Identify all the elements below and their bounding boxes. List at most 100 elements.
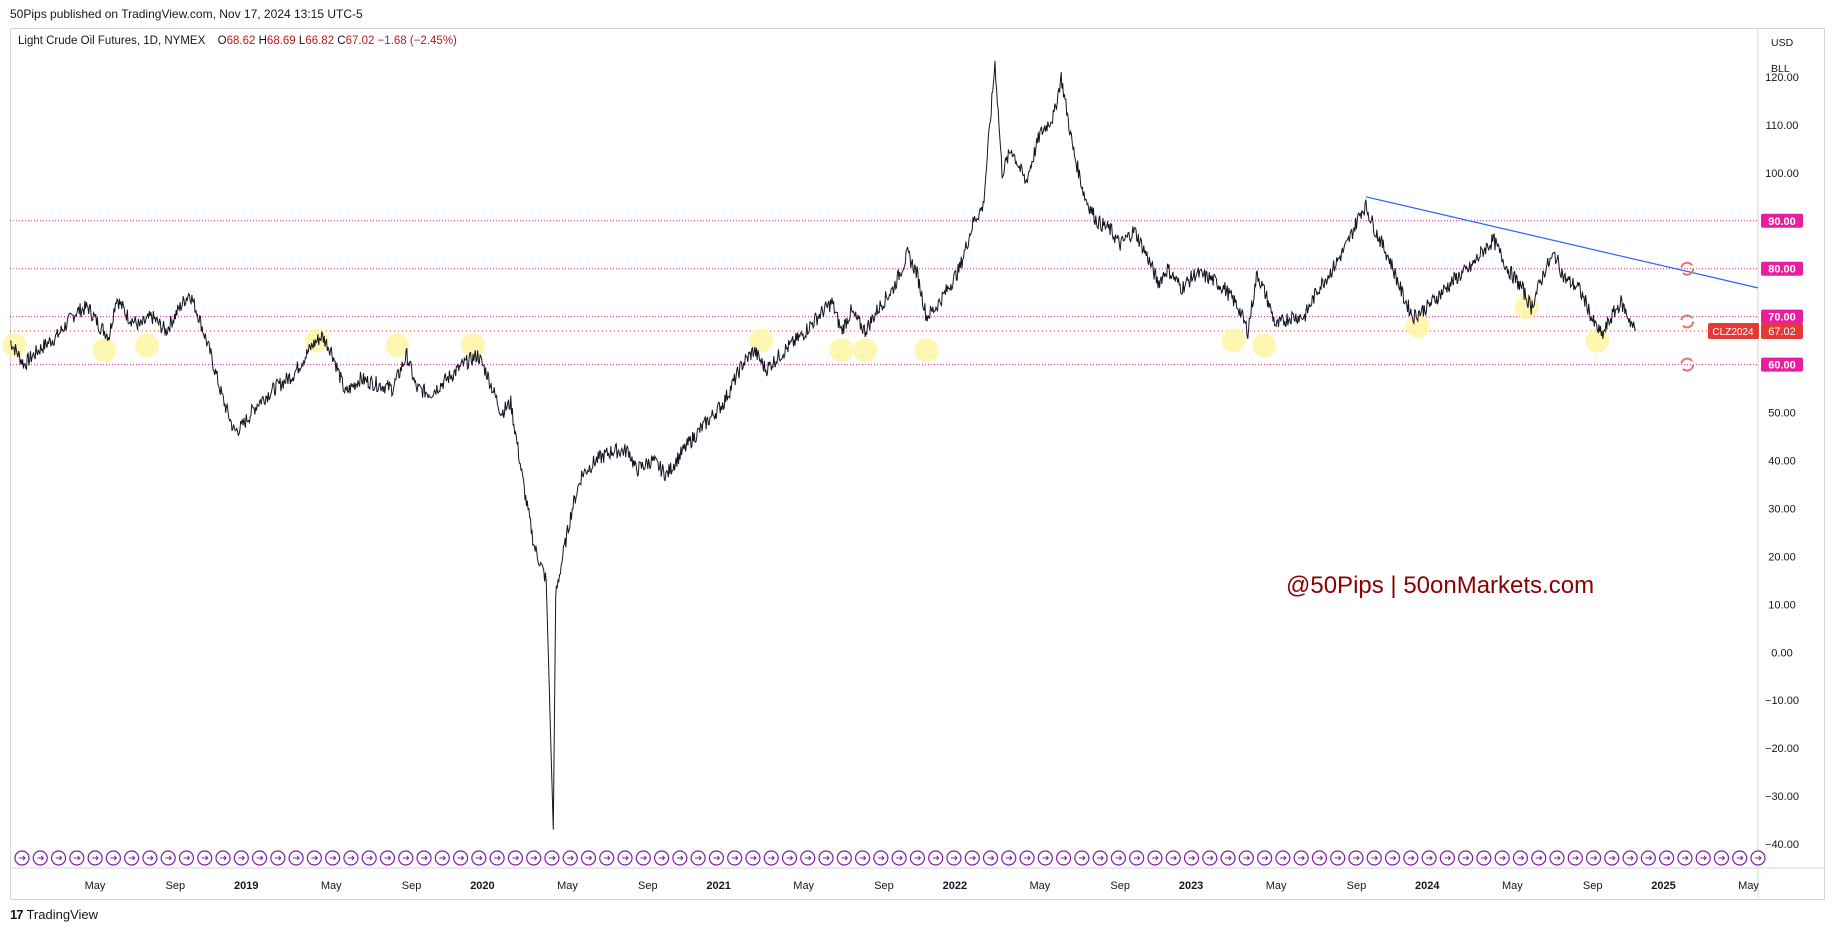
event-marker-arrow-82 xyxy=(1517,855,1525,861)
event-marker-icon-0 xyxy=(14,850,30,866)
event-marker-icon-31 xyxy=(580,850,597,866)
event-marker-arrow-20 xyxy=(384,855,392,861)
event-marker-arrow-63 xyxy=(1170,855,1177,861)
event-marker-icon-10 xyxy=(197,850,213,866)
alert-marker-icon-1 xyxy=(1680,314,1695,329)
event-marker-icon-1 xyxy=(32,850,48,866)
event-marker-arrow-25 xyxy=(475,855,483,861)
event-marker-arrow-69 xyxy=(1279,855,1287,861)
event-marker-arrow-85 xyxy=(1572,855,1579,861)
event-marker-icon-2 xyxy=(50,850,67,866)
event-marker-arrow-14 xyxy=(274,855,282,861)
open-value: 68.62 xyxy=(226,35,256,47)
unit-box[interactable]: USD BLL xyxy=(1761,30,1819,82)
event-marker-icon-83 xyxy=(1531,850,1547,866)
event-marker-icon-78 xyxy=(1439,850,1455,866)
x-tick-label-20: 2025 xyxy=(1651,880,1675,892)
y-tick-label-1: 110.00 xyxy=(1766,120,1799,132)
event-marker-arrow-56 xyxy=(1042,855,1050,861)
event-marker-arrow-93 xyxy=(1718,855,1726,861)
y-tick-label-2: 100.00 xyxy=(1765,168,1799,180)
support-highlight-2 xyxy=(135,333,160,358)
open-label: O xyxy=(217,35,227,47)
event-marker-icon-88 xyxy=(1622,850,1638,866)
event-marker-arrow-67 xyxy=(1243,855,1251,861)
event-marker-arrow-80 xyxy=(1480,855,1488,861)
event-marker-arrow-48 xyxy=(896,855,903,861)
support-highlight-4 xyxy=(385,333,410,358)
event-marker-icon-27 xyxy=(507,850,523,866)
event-marker-icon-47 xyxy=(873,850,889,866)
alert-marker-icon-0 xyxy=(1680,261,1695,276)
event-marker-icon-57 xyxy=(1055,850,1072,866)
event-marker-arrow-9 xyxy=(183,855,191,861)
y-tick-label-11: 10.00 xyxy=(1768,599,1796,611)
event-marker-arrow-0 xyxy=(19,855,26,861)
x-tick-label-0: May xyxy=(85,880,106,892)
event-marker-icon-6 xyxy=(124,850,140,866)
event-marker-icon-35 xyxy=(653,850,670,866)
price-value-tag-label: 67.02 xyxy=(1768,326,1796,338)
footer-brand: TradingView xyxy=(26,907,99,922)
event-marker-arrow-92 xyxy=(1700,855,1707,861)
event-marker-arrow-50 xyxy=(932,855,940,861)
event-marker-icon-95 xyxy=(1750,850,1766,866)
event-marker-arrow-31 xyxy=(585,855,593,861)
event-marker-arrow-68 xyxy=(1261,855,1269,861)
support-highlight-8 xyxy=(853,338,878,363)
alert-ring-0 xyxy=(1680,261,1695,276)
unit-label[interactable]: BLL xyxy=(1771,63,1790,75)
x-tick-label-14: 2023 xyxy=(1179,880,1203,892)
event-marker-arrow-53 xyxy=(987,855,995,861)
alert-marker-icon-2 xyxy=(1680,357,1695,372)
event-marker-arrow-39 xyxy=(731,855,739,861)
event-marker-icon-37 xyxy=(690,850,706,866)
event-marker-icon-58 xyxy=(1074,850,1090,866)
event-marker-icon-69 xyxy=(1275,850,1291,866)
event-marker-icon-90 xyxy=(1659,850,1675,866)
event-marker-icon-52 xyxy=(964,850,980,866)
x-tick-label-12: May xyxy=(1030,880,1051,892)
price-symbol-tag xyxy=(1708,322,1759,339)
event-marker-arrow-64 xyxy=(1188,855,1196,861)
level-tag-label-1: 80.00 xyxy=(1768,264,1796,276)
event-marker-icon-93 xyxy=(1713,850,1730,866)
event-marker-arrow-10 xyxy=(201,855,209,861)
event-marker-arrow-58 xyxy=(1078,855,1086,861)
event-marker-arrow-21 xyxy=(402,855,410,861)
support-highlight-7 xyxy=(829,338,854,363)
event-marker-arrow-77 xyxy=(1426,855,1433,861)
event-marker-arrow-81 xyxy=(1499,855,1506,861)
low-value: 66.82 xyxy=(305,35,335,47)
change-value: −1.68 (−2.45%) xyxy=(377,35,457,47)
event-marker-arrow-87 xyxy=(1608,855,1616,861)
event-marker-arrow-7 xyxy=(146,855,154,861)
currency-label[interactable]: USD xyxy=(1771,37,1794,49)
y-tick-label-14: −20.00 xyxy=(1765,743,1799,755)
event-marker-arrow-28 xyxy=(530,855,538,861)
x-tick-label-2: 2019 xyxy=(234,880,258,892)
event-marker-icon-87 xyxy=(1604,850,1620,866)
event-marker-icon-70 xyxy=(1293,850,1309,866)
alert-ring-1 xyxy=(1680,314,1695,329)
publish-info: 50Pips published on TradingView.com, Nov… xyxy=(10,7,363,21)
level-tag-1 xyxy=(1761,261,1803,276)
event-marker-icon-14 xyxy=(270,850,286,866)
event-marker-arrow-91 xyxy=(1681,855,1689,861)
event-marker-icon-41 xyxy=(763,850,779,866)
event-marker-icon-67 xyxy=(1238,850,1254,866)
level-tag-label-2: 70.00 xyxy=(1768,312,1796,324)
x-tick-label-6: May xyxy=(557,880,578,892)
event-marker-icon-91 xyxy=(1677,850,1693,866)
y-tick-label-15: −30.00 xyxy=(1765,791,1799,803)
event-marker-arrow-59 xyxy=(1097,855,1104,861)
y-tick-label-9: 30.00 xyxy=(1768,503,1796,515)
level-tag-0 xyxy=(1761,213,1803,228)
event-marker-icon-53 xyxy=(982,850,999,866)
event-marker-icon-79 xyxy=(1458,850,1474,866)
event-marker-icon-12 xyxy=(233,850,249,866)
event-marker-arrow-65 xyxy=(1206,855,1214,861)
event-marker-arrow-5 xyxy=(110,855,118,861)
event-marker-arrow-12 xyxy=(238,855,245,861)
